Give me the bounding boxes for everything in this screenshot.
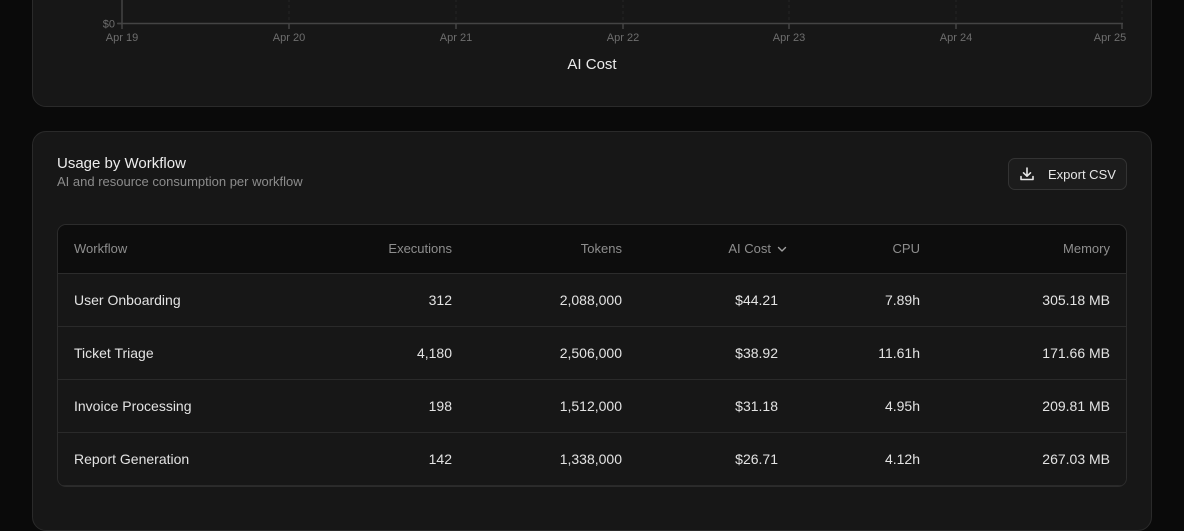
section-subtitle: AI and resource consumption per workflow [57,174,303,189]
cell-cpu: 7.89h [884,291,920,308]
column-header-ai-cost-label: AI Cost [728,241,771,257]
cell-executions: 198 [428,397,452,414]
section-title: Usage by Workflow [57,155,186,172]
ai-cost-chart-card: $0 Apr 19 Apr 20 Apr 21 Apr 22 Apr 23 Ap… [32,0,1152,107]
column-header-executions[interactable]: Executions [298,225,468,274]
cell-memory: 171.66 MB [1042,344,1110,361]
column-header-workflow[interactable]: Workflow [58,225,298,274]
cell-executions: 142 [428,450,452,467]
x-tick-label: Apr 23 [773,32,805,44]
cell-ai-cost: $31.18 [735,397,778,414]
column-header-ai-cost[interactable]: AI Cost [638,225,803,274]
cell-cpu: 4.12h [884,450,920,467]
export-csv-button[interactable]: Export CSV [1008,158,1127,190]
cell-memory: 305.18 MB [1042,291,1110,308]
x-tick-label: Apr 22 [607,32,639,44]
export-csv-label: Export CSV [1048,166,1116,182]
cell-executions: 4,180 [416,344,452,361]
cell-executions: 312 [428,291,452,308]
x-tick-label: Apr 20 [273,32,305,44]
column-header-memory[interactable]: Memory [936,225,1126,274]
cell-cpu: 11.61h [878,344,920,361]
cell-ai-cost: $44.21 [735,291,778,308]
x-tick-label: Apr 25 [1094,32,1126,44]
table-row[interactable]: Invoice Processing 198 1,512,000 $31.18 … [58,379,1126,432]
usage-by-workflow-card: Usage by Workflow AI and resource consum… [32,131,1152,531]
grid-lines [288,0,1123,23]
chart-legend-label: AI Cost [567,56,617,73]
cell-workflow: Report Generation [74,450,190,467]
cell-workflow: User Onboarding [74,291,181,308]
download-icon [1020,167,1034,181]
cell-tokens: 2,088,000 [559,291,622,308]
cell-tokens: 2,506,000 [559,344,622,361]
cell-tokens: 1,338,000 [559,450,622,467]
table-row[interactable]: Report Generation 142 1,338,000 $26.71 4… [58,432,1126,485]
cell-ai-cost: $26.71 [735,450,778,467]
cell-memory: 209.81 MB [1042,397,1110,414]
table-header-row: Workflow Executions Tokens AI Cost CPU M… [58,225,1126,274]
usage-table: Workflow Executions Tokens AI Cost CPU M… [57,224,1127,487]
cell-ai-cost: $38.92 [735,344,778,361]
x-tick-label: Apr 21 [440,32,472,44]
cell-workflow: Ticket Triage [74,344,154,361]
table-row[interactable]: User Onboarding 312 2,088,000 $44.21 7.8… [58,273,1126,326]
x-ticks [121,23,1123,29]
column-header-cpu[interactable]: CPU [803,225,936,274]
ai-cost-chart: $0 Apr 19 Apr 20 Apr 21 Apr 22 Apr 23 Ap… [103,0,1126,44]
cell-cpu: 4.95h [884,397,920,414]
x-tick-label: Apr 24 [940,32,972,44]
cell-tokens: 1,512,000 [559,397,622,414]
chevron-down-icon [777,246,787,252]
y-tick-label: $0 [103,19,115,31]
x-tick-label: Apr 19 [106,32,138,44]
column-header-tokens[interactable]: Tokens [468,225,638,274]
cell-memory: 267.03 MB [1042,450,1110,467]
table-row[interactable]: Ticket Triage 4,180 2,506,000 $38.92 11.… [58,326,1126,379]
cell-workflow: Invoice Processing [74,397,192,414]
